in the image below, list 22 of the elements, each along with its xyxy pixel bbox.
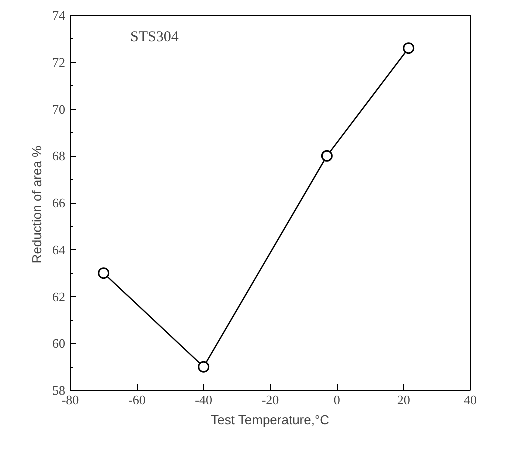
point	[321, 150, 333, 162]
point	[403, 42, 415, 54]
x-tick-label: 40	[464, 392, 477, 408]
y-tick-label: 60	[52, 336, 66, 352]
y-axis-title: Reduction of area %	[30, 145, 44, 264]
y-tick-label: 74	[52, 8, 66, 23]
x-tick-label: -40	[195, 392, 213, 408]
y-tick-label: 64	[52, 242, 66, 258]
point	[198, 361, 210, 373]
x-tick-label: 20	[397, 392, 410, 408]
x-axis-title: Test Temperature,°C	[211, 412, 330, 428]
x-tick-label: -20	[262, 392, 280, 408]
y-tick-label: 62	[52, 289, 66, 304]
point	[98, 268, 110, 280]
x-tick-label: -60	[128, 392, 146, 408]
y-tick-label: 66	[52, 196, 66, 210]
x-tick-label: 0	[334, 392, 340, 408]
annotation: STS304	[130, 30, 180, 46]
y-tick-label: 68	[52, 148, 66, 164]
y-tick-label: 70	[52, 102, 66, 117]
y-tick-label: 72	[52, 54, 66, 70]
y-tick-label: 58	[52, 383, 66, 398]
